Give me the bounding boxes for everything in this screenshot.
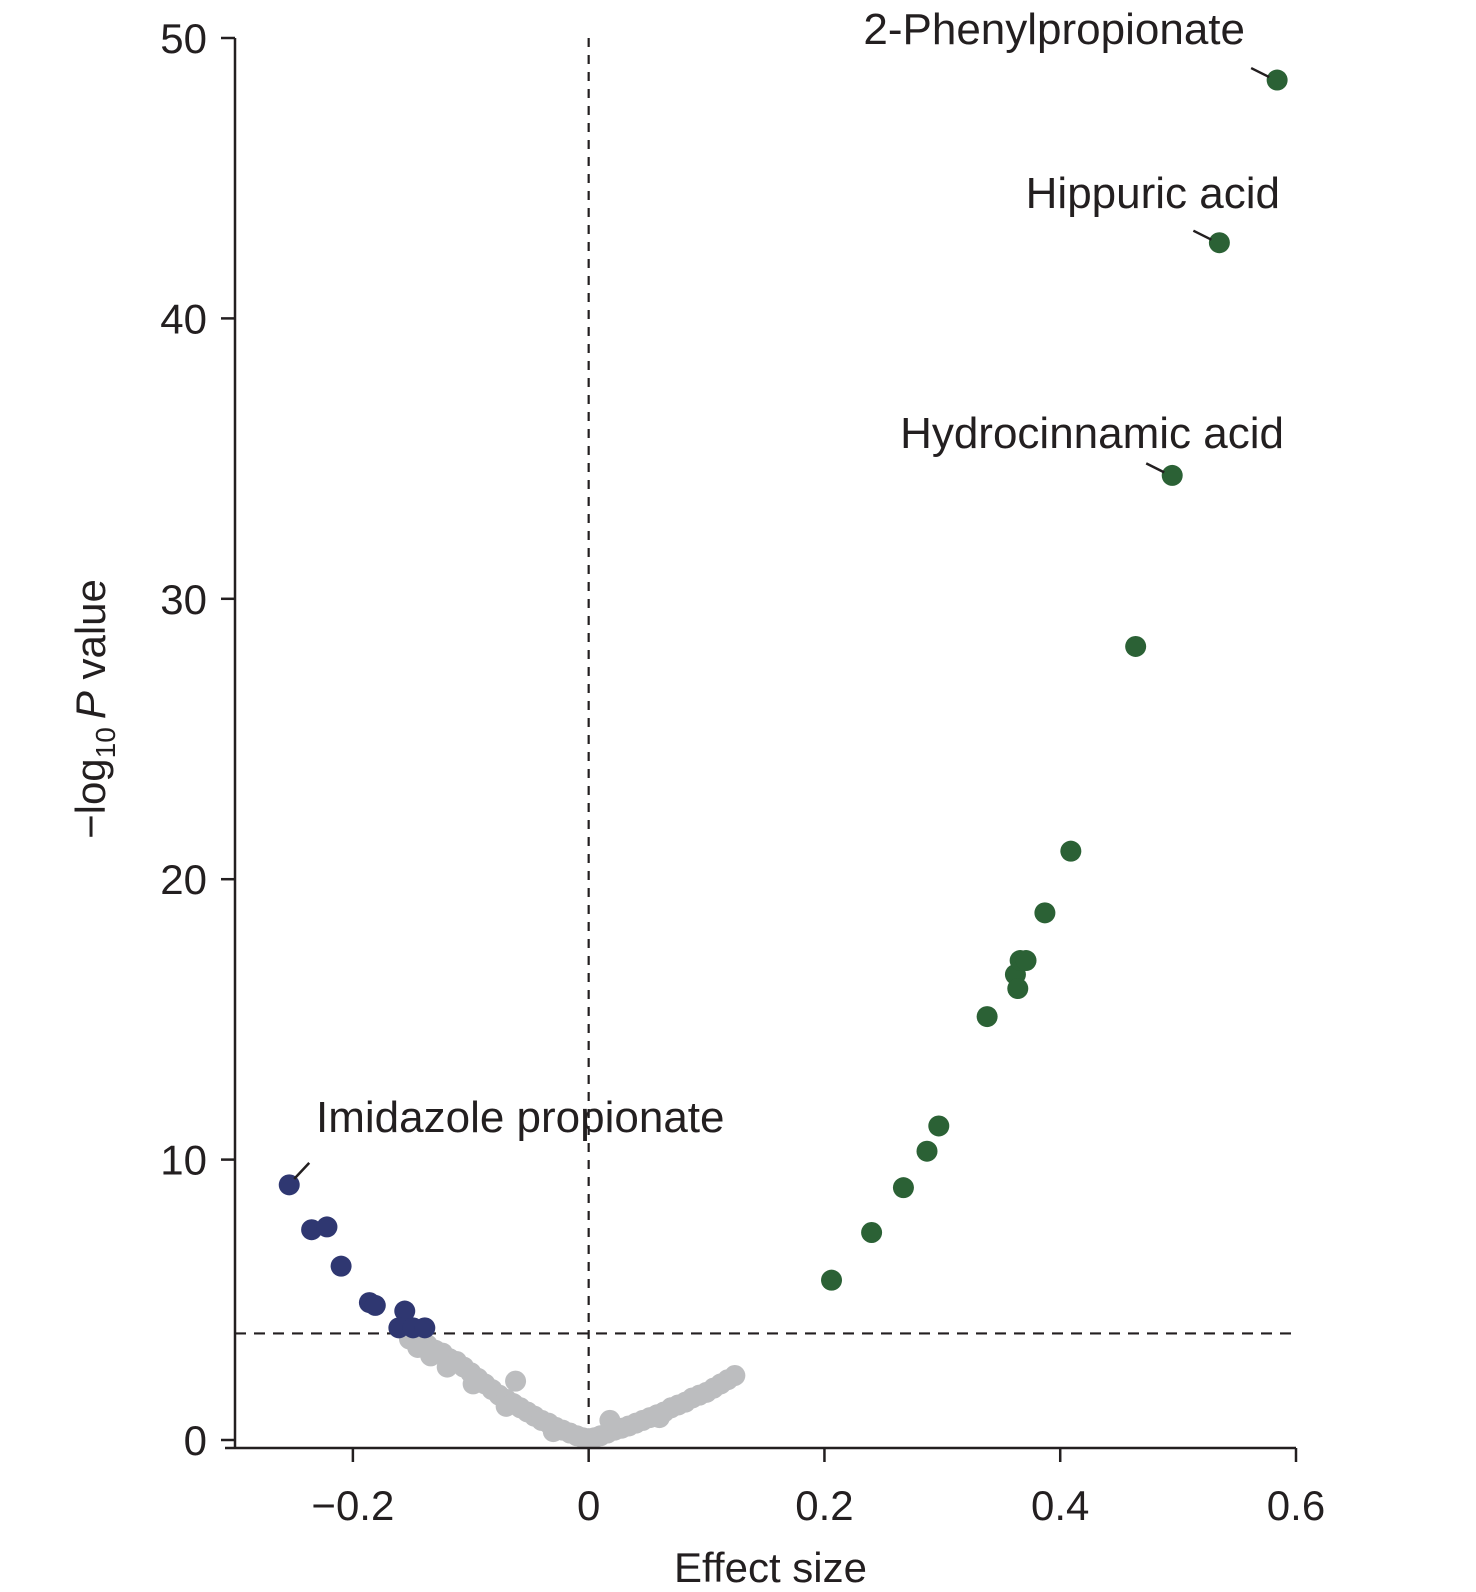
data-point-not-significant xyxy=(648,1407,670,1429)
data-point-not-significant xyxy=(542,1421,564,1443)
data-point-increased xyxy=(916,1140,938,1162)
data-point-increased xyxy=(1007,978,1029,1000)
annotation-leader-line xyxy=(293,1161,311,1180)
annotation-label: Hippuric acid xyxy=(1026,169,1280,218)
data-point-increased xyxy=(1060,840,1082,862)
data-point-decreased xyxy=(414,1317,436,1339)
data-point-decreased xyxy=(364,1294,386,1316)
data-point-increased xyxy=(1161,464,1183,486)
y-axis-title-prefix: −log xyxy=(67,758,114,839)
data-point-not-significant xyxy=(420,1345,442,1367)
data-point-increased xyxy=(928,1115,950,1137)
data-point-not-significant xyxy=(599,1409,621,1431)
y-axis-title-suffix: value xyxy=(67,579,114,691)
x-tick-label: 0.4 xyxy=(1031,1482,1089,1529)
data-point-decreased xyxy=(278,1174,300,1196)
y-axis-title-italic: P xyxy=(67,691,114,719)
data-point-not-significant xyxy=(436,1356,458,1378)
x-tick-label: 0.6 xyxy=(1267,1482,1325,1529)
data-point-increased xyxy=(976,1006,998,1028)
data-points xyxy=(278,69,1288,1450)
annotation-label: 2-Phenylpropionate xyxy=(863,5,1245,54)
data-point-not-significant xyxy=(495,1395,517,1417)
y-tick-label: 50 xyxy=(160,15,207,62)
y-tick-label: 0 xyxy=(184,1417,207,1464)
annotation-leader-line xyxy=(1250,66,1270,79)
y-tick-label: 40 xyxy=(160,295,207,342)
annotations: 2-Phenylpropionate Hippuric acid Hydrocinn… xyxy=(293,5,1284,1180)
annotation-leader-line xyxy=(1145,462,1165,474)
data-point-increased xyxy=(1015,950,1037,972)
threshold-lines xyxy=(235,38,1296,1440)
annotation-leader-line xyxy=(1192,229,1212,241)
data-point-increased xyxy=(1034,902,1056,924)
data-point-not-significant xyxy=(505,1370,527,1392)
x-tick-label: −0.2 xyxy=(311,1482,394,1529)
data-point-decreased xyxy=(330,1255,352,1277)
data-point-decreased xyxy=(394,1300,416,1322)
data-point-increased xyxy=(861,1222,883,1244)
axes: 0 10 20 30 40 50 −0.2 0 0.2 0.4 0.6 xyxy=(160,15,1325,1529)
x-axis-title: Effect size xyxy=(674,1544,867,1591)
data-point-increased xyxy=(821,1269,843,1291)
data-point-increased xyxy=(892,1177,914,1199)
data-point-decreased xyxy=(316,1216,338,1238)
y-tick-label: 30 xyxy=(160,576,207,623)
data-point-increased xyxy=(1208,232,1230,254)
data-point-not-significant xyxy=(462,1373,484,1395)
data-point-not-significant xyxy=(724,1365,746,1387)
annotation-label: Hydrocinnamic acid xyxy=(900,409,1284,458)
data-point-increased xyxy=(1125,635,1147,657)
y-tick-label: 20 xyxy=(160,856,207,903)
x-tick-label: 0 xyxy=(577,1482,600,1529)
y-axis-title-subscript: 10 xyxy=(90,727,121,758)
x-tick-label: 0.2 xyxy=(795,1482,853,1529)
y-axis-title: −log10 P value xyxy=(67,579,121,839)
annotation-label: Imidazole propionate xyxy=(316,1093,724,1142)
data-point-increased xyxy=(1266,69,1288,91)
y-tick-label: 10 xyxy=(160,1137,207,1184)
